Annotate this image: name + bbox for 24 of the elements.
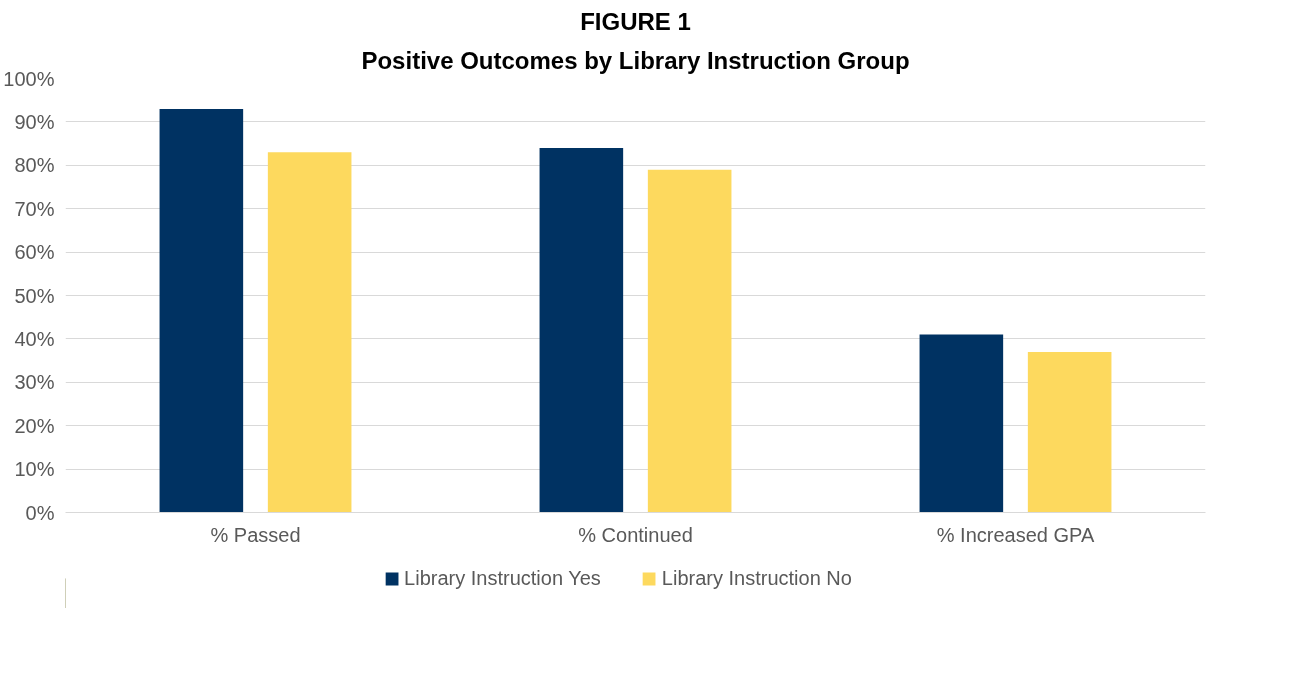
bar xyxy=(919,334,1004,513)
y-tick-label: 50% xyxy=(14,284,55,307)
bar xyxy=(1027,351,1112,513)
y-tick-label: 80% xyxy=(14,154,55,177)
y-tick-label: 0% xyxy=(25,501,55,524)
bar xyxy=(159,108,244,513)
legend-label: Library Instruction No xyxy=(661,566,852,590)
bar xyxy=(647,169,732,513)
y-tick-label: 10% xyxy=(14,458,55,481)
chart-title: FIGURE 1 xyxy=(580,7,691,35)
y-tick-label: 60% xyxy=(14,241,55,264)
bar xyxy=(267,152,352,513)
y-tick-label: 70% xyxy=(14,197,55,220)
x-tick-label: % Continued xyxy=(578,523,693,546)
x-tick-label: % Passed xyxy=(210,523,301,546)
y-tick-label: 100% xyxy=(3,67,55,90)
legend-label: Library Instruction Yes xyxy=(404,566,601,590)
y-tick-label: 20% xyxy=(14,414,55,437)
chart-subtitle: Positive Outcomes by Library Instruction Group xyxy=(361,46,910,74)
y-tick-label: 40% xyxy=(14,327,55,350)
y-tick-label: 30% xyxy=(14,371,55,394)
x-tick-label: % Increased GPA xyxy=(936,523,1095,546)
y-tick-label: 90% xyxy=(14,110,55,133)
bar xyxy=(539,147,624,513)
